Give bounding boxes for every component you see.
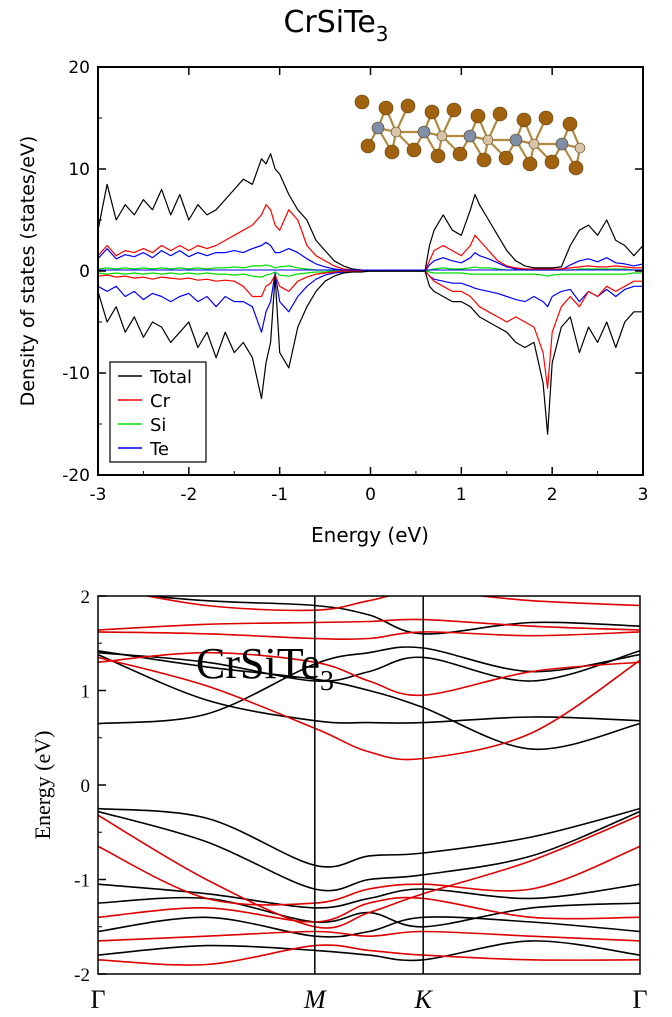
band-up-9 (98, 916, 640, 938)
crystal-atom-si (482, 134, 494, 146)
crystal-atom-si (574, 142, 586, 154)
dos-y-axis-label: Density of states (states/eV) (17, 136, 39, 407)
crystal-atom-te (522, 156, 538, 172)
band-down-20 (98, 944, 640, 966)
crystal-atom-cr (555, 137, 569, 151)
band-down-19 (98, 930, 640, 942)
dos-x-tick-label: 0 (365, 485, 376, 505)
dos-series-total-up (97, 153, 644, 272)
crystal-atom-te (498, 150, 514, 166)
dos-series-cr-up (97, 204, 643, 272)
kpath-label: Γ (632, 985, 647, 1014)
band-down-11 (98, 656, 640, 761)
kpath-label: Γ (90, 985, 105, 1014)
kpath-lines (314, 596, 424, 974)
crystal-atom-te (516, 112, 532, 128)
band-up-7 (98, 883, 640, 909)
dos-series-si-down (97, 270, 643, 278)
dos-legend: Total Cr Si Te (109, 361, 207, 463)
band-down-15 (142, 596, 640, 612)
dos-x-tick-label: -2 (180, 485, 197, 505)
band-down-12 (98, 651, 640, 697)
crystal-atom-cr (417, 125, 431, 139)
band-down-17 (98, 845, 640, 906)
crystal-atom-te (470, 108, 486, 124)
band-y-tick-label: 2 (81, 587, 91, 608)
crystal-atom-te (430, 148, 446, 164)
dos-series-te-down (97, 270, 643, 333)
dos-x-tick-label: 3 (638, 485, 649, 505)
crystal-atom-te (400, 98, 416, 114)
band-overlay-title: CrSiTe3 (196, 639, 334, 697)
crystal-structure-image (354, 94, 586, 176)
dos-y-tick-label: -10 (62, 364, 90, 384)
crystal-atom-si (390, 126, 402, 138)
dos-y-tick-label: 20 (68, 58, 90, 78)
band-up-5 (98, 807, 640, 868)
kpath-label: M (303, 985, 327, 1014)
crystal-atom-te (378, 100, 394, 116)
band-down-13 (98, 631, 640, 641)
band-y-tick-label: -2 (74, 965, 90, 986)
crystal-atom-te (446, 102, 462, 118)
band-y-tick-label: -1 (74, 871, 90, 892)
legend-label-cr: Cr (150, 391, 171, 412)
legend-label-te: Te (149, 439, 169, 460)
band-up-1 (98, 653, 640, 724)
crystal-atom-si (436, 130, 448, 142)
crystal-atom-cr (463, 129, 477, 143)
crystal-atom-te (406, 142, 422, 158)
band-up-0 (98, 650, 640, 751)
dos-x-axis-label: Energy (eV) (311, 523, 429, 547)
band-down-16 (98, 814, 640, 929)
crystal-atom-te (562, 116, 578, 132)
dos-x-tick-label: -1 (271, 485, 288, 505)
crystal-atom-te (452, 146, 468, 162)
band-ticks: -2 -1 0 1 2 (74, 587, 106, 986)
dos-y-tick-label: 0 (79, 262, 90, 282)
crystal-atom-te (360, 138, 376, 154)
band-down-14 (98, 618, 640, 631)
legend-label-total: Total (149, 367, 192, 388)
crystal-atom-te (538, 110, 554, 126)
crystal-atom-te (492, 106, 508, 122)
crystal-atom-cr (509, 133, 523, 147)
crystal-atom-si (528, 138, 540, 150)
crystal-atom-te (354, 94, 370, 110)
crystal-atom-te (476, 152, 492, 168)
dos-x-tick-label: 2 (547, 485, 558, 505)
dos-x-tick-label: 1 (456, 485, 467, 505)
band-panel: -2 -1 0 1 2 Γ M K Γ CrSiTe3 Energy (eV) (30, 587, 648, 1014)
dos-series-total-down (97, 270, 643, 435)
band-lines (98, 596, 640, 966)
crystal-atom-te (544, 154, 560, 170)
band-up-10 (98, 940, 640, 962)
band-down-18 (98, 896, 640, 923)
dos-title: CrSiTe3 (283, 5, 388, 46)
crystal-atom-te (424, 104, 440, 120)
band-y-axis-label: Energy (eV) (30, 731, 55, 840)
band-up-3 (98, 650, 640, 683)
kpath-label: K (414, 985, 434, 1014)
crystal-atom-te (384, 144, 400, 160)
band-y-tick-label: 1 (81, 682, 91, 703)
band-up-6 (98, 810, 640, 892)
band-y-tick-label: 0 (81, 776, 91, 797)
crystal-atom-te (568, 160, 584, 176)
legend-box (109, 361, 207, 463)
dos-x-tick-label: -3 (90, 485, 107, 505)
crystal-atom-cr (371, 121, 385, 135)
dos-y-tick-label: -20 (62, 466, 90, 486)
legend-label-si: Si (150, 415, 166, 436)
dos-y-tick-label: 10 (68, 160, 90, 180)
band-up-4 (139, 596, 640, 635)
